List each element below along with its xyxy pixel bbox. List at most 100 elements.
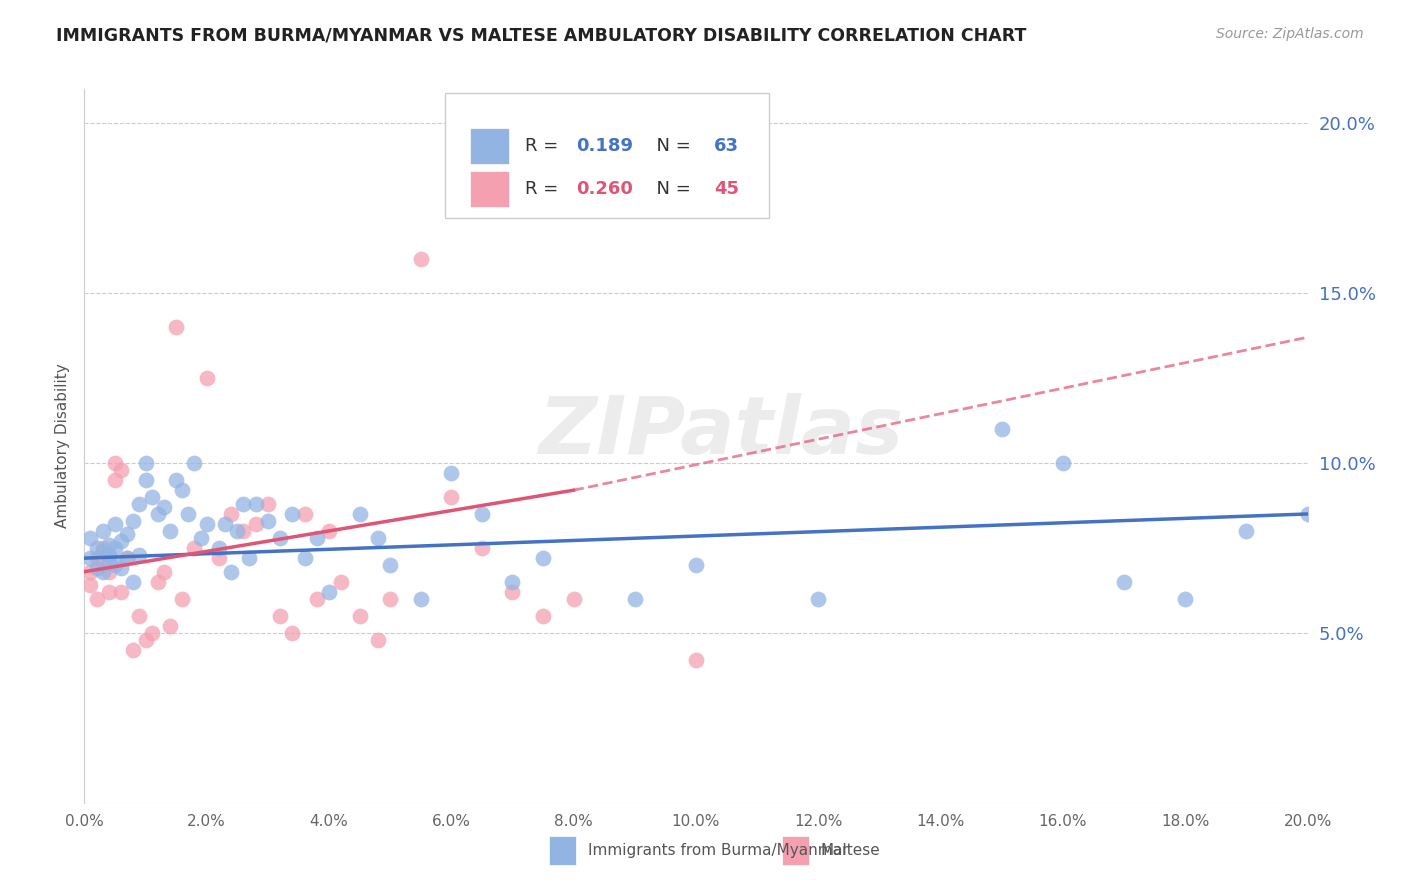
Point <box>245 517 267 532</box>
Point <box>110 585 132 599</box>
Point <box>471 541 494 555</box>
Text: 45: 45 <box>714 180 740 198</box>
Point <box>349 608 371 623</box>
Point <box>531 608 554 623</box>
Point <box>281 507 304 521</box>
Point <box>257 497 280 511</box>
Point <box>257 514 280 528</box>
Point <box>159 619 181 633</box>
Point <box>153 565 176 579</box>
Point <box>807 591 830 606</box>
Point <box>97 537 120 551</box>
Point <box>141 626 163 640</box>
Text: Maltese: Maltese <box>821 843 880 858</box>
Point <box>318 524 340 538</box>
FancyBboxPatch shape <box>550 837 576 865</box>
Point <box>104 558 127 572</box>
Point <box>122 514 145 528</box>
Point <box>177 507 200 521</box>
Point <box>104 456 127 470</box>
Point <box>104 517 127 532</box>
Point <box>122 643 145 657</box>
Point <box>1052 456 1074 470</box>
Point <box>330 574 353 589</box>
Y-axis label: Ambulatory Disability: Ambulatory Disability <box>55 364 70 528</box>
Point <box>1114 574 1136 589</box>
Text: R =: R = <box>524 180 564 198</box>
Point <box>471 507 494 521</box>
FancyBboxPatch shape <box>446 93 769 218</box>
Point <box>115 527 138 541</box>
Point <box>294 551 316 566</box>
Point <box>97 585 120 599</box>
Point <box>214 517 236 532</box>
Point <box>183 456 205 470</box>
Point <box>624 591 647 606</box>
Point <box>269 608 291 623</box>
Point <box>1174 591 1197 606</box>
Point <box>367 632 389 647</box>
Point <box>86 561 108 575</box>
Point <box>97 555 120 569</box>
Point <box>110 463 132 477</box>
Point <box>128 608 150 623</box>
Point <box>226 524 249 538</box>
Point <box>79 578 101 592</box>
Point <box>97 565 120 579</box>
Point <box>208 551 231 566</box>
Point <box>685 653 707 667</box>
Point <box>165 473 187 487</box>
Point <box>91 544 114 558</box>
Point <box>238 551 260 566</box>
Point <box>440 466 463 480</box>
Point <box>91 524 114 538</box>
Point <box>232 497 254 511</box>
Point <box>79 531 101 545</box>
Text: N =: N = <box>644 137 696 155</box>
Point <box>79 551 101 566</box>
Text: N =: N = <box>644 180 696 198</box>
Point <box>165 320 187 334</box>
Point <box>219 507 242 521</box>
Point <box>172 591 194 606</box>
Point <box>367 531 389 545</box>
Text: IMMIGRANTS FROM BURMA/MYANMAR VS MALTESE AMBULATORY DISABILITY CORRELATION CHART: IMMIGRANTS FROM BURMA/MYANMAR VS MALTESE… <box>56 27 1026 45</box>
Point <box>135 473 157 487</box>
Point <box>122 574 145 589</box>
Point <box>208 541 231 555</box>
Point <box>110 534 132 549</box>
Text: Source: ZipAtlas.com: Source: ZipAtlas.com <box>1216 27 1364 41</box>
Point <box>91 565 114 579</box>
Point <box>146 507 169 521</box>
Point <box>380 558 402 572</box>
Point <box>1236 524 1258 538</box>
FancyBboxPatch shape <box>782 837 808 865</box>
Point <box>146 574 169 589</box>
Point <box>153 500 176 515</box>
Point <box>128 548 150 562</box>
Point <box>502 574 524 589</box>
Point <box>110 561 132 575</box>
Point <box>409 252 432 266</box>
Point <box>141 490 163 504</box>
Point <box>86 551 108 566</box>
Text: 0.189: 0.189 <box>576 137 633 155</box>
Point <box>531 551 554 566</box>
Point <box>86 541 108 555</box>
Point <box>318 585 340 599</box>
Point <box>269 531 291 545</box>
Point <box>440 490 463 504</box>
Point <box>232 524 254 538</box>
Point <box>172 483 194 498</box>
Point <box>79 565 101 579</box>
Point <box>195 371 218 385</box>
Point <box>281 626 304 640</box>
Text: ZIPatlas: ZIPatlas <box>538 392 903 471</box>
FancyBboxPatch shape <box>470 171 509 207</box>
Point <box>380 591 402 606</box>
Text: Immigrants from Burma/Myanmar: Immigrants from Burma/Myanmar <box>588 843 849 858</box>
Point <box>562 591 585 606</box>
Point <box>219 565 242 579</box>
Point <box>195 517 218 532</box>
Point <box>97 548 120 562</box>
